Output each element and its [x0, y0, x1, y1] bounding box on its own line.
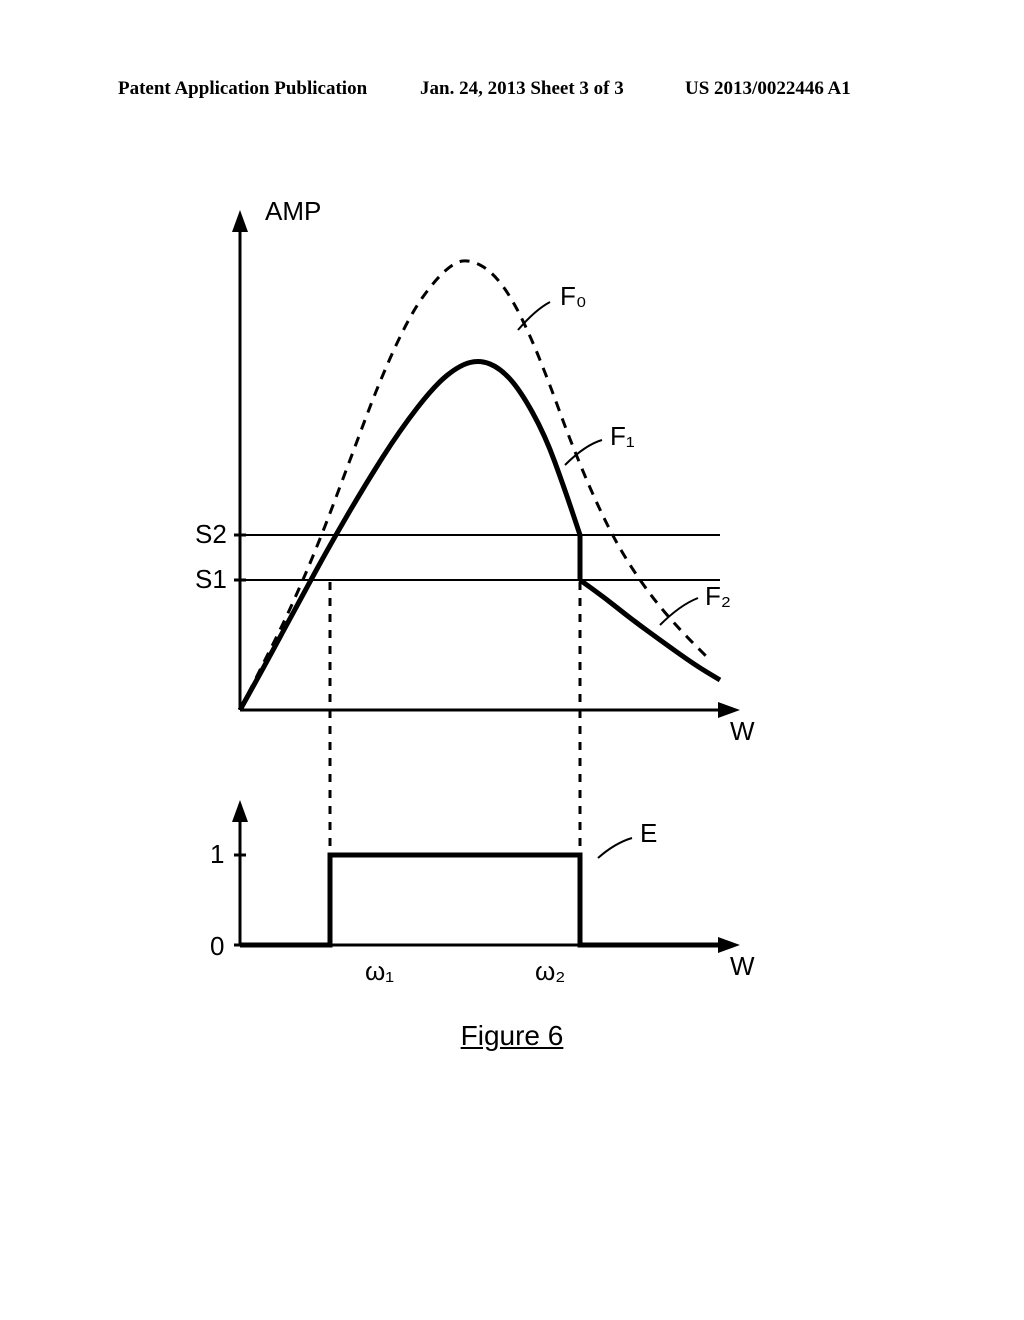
page: Patent Application Publication Jan. 24, …	[0, 0, 1024, 1320]
label-f0: F₀	[560, 281, 587, 311]
top-chart: AMP W S1 S2 F₀ F₁	[195, 196, 755, 945]
top-y-label: AMP	[265, 196, 321, 226]
label-s2: S2	[195, 519, 227, 549]
bottom-ylabel-0: 0	[210, 931, 224, 961]
top-y-axis-arrow	[232, 210, 248, 232]
bottom-y-axis-arrow	[232, 800, 248, 822]
bottom-xlabel-omega2: ω₂	[535, 956, 565, 986]
bottom-xlabel-omega1: ω₁	[365, 956, 394, 986]
label-f1: F₁	[610, 421, 635, 451]
curve-f0	[240, 261, 710, 710]
top-x-label: W	[730, 716, 755, 746]
curve-f2	[580, 580, 720, 680]
header-publication: Patent Application Publication	[118, 78, 367, 100]
header-date-sheet: Jan. 24, 2013 Sheet 3 of 3	[420, 78, 624, 100]
bottom-chart: W 0 1 ω₁ ω₂ E	[210, 800, 755, 986]
curve-e	[240, 855, 720, 945]
bottom-ylabel-1: 1	[210, 839, 224, 869]
label-f2: F₂	[705, 581, 731, 611]
figure-caption: Figure 6	[0, 1020, 1024, 1052]
leader-f0	[518, 302, 550, 330]
figure-svg: AMP W S1 S2 F₀ F₁	[150, 190, 870, 1010]
label-e: E	[640, 818, 657, 848]
bottom-x-label: W	[730, 951, 755, 981]
figure-caption-text: Figure 6	[461, 1020, 564, 1051]
header-pubnum: US 2013/0022446 A1	[685, 78, 851, 100]
leader-e	[598, 838, 632, 858]
figure-6: AMP W S1 S2 F₀ F₁	[150, 190, 870, 1070]
label-s1: S1	[195, 564, 227, 594]
